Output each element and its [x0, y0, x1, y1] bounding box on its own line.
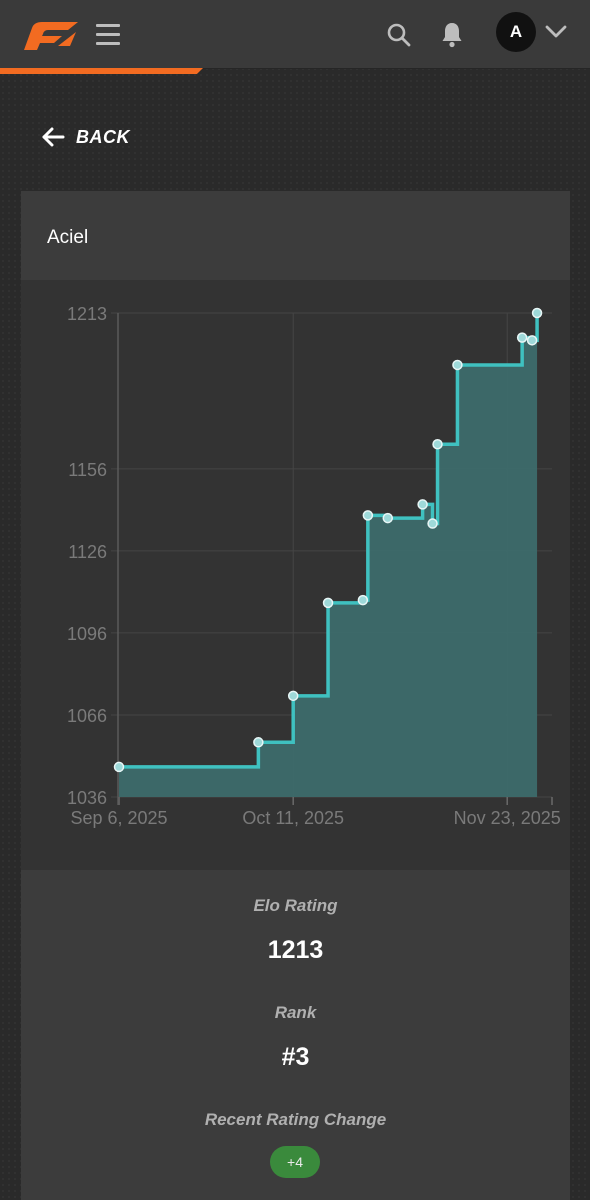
chart-area-fill: [119, 313, 538, 797]
chart-y-tick-label: 1126: [68, 542, 107, 562]
player-header-card: Aciel: [21, 191, 570, 280]
user-avatar-button[interactable]: A: [496, 12, 536, 52]
chart-data-point: [113, 761, 125, 773]
chart-data-point: [362, 510, 374, 521]
chart-data-point: [357, 594, 369, 606]
arrow-left-icon: [42, 127, 65, 147]
chart-data-point: [516, 332, 528, 343]
recent-change-label: Recent Rating Change: [204, 1110, 387, 1129]
rank-value: #3: [281, 1043, 310, 1071]
elo-history-chart: 1036 1066 1096 1126 1156 1213 Sep 6, 2025 Oct 1…: [21, 280, 570, 870]
chart-y-tick-label: 1066: [67, 706, 107, 726]
chart-data-point: [253, 737, 264, 748]
hamburger-menu-icon[interactable]: [96, 24, 120, 46]
back-label: BACK: [76, 126, 130, 147]
chart-y-tick-label: 1156: [68, 460, 107, 480]
rank-label: Rank: [274, 1003, 317, 1022]
chart-x-tick-label: Nov 23, 2025: [454, 808, 561, 828]
chevron-down-icon[interactable]: [545, 24, 567, 40]
chart-y-tick-label: 1036: [67, 788, 107, 808]
chart-data-point: [526, 335, 538, 346]
search-icon[interactable]: [386, 22, 412, 48]
player-stats-card: Elo Rating 1213 Rank #3 Recent Rating Ch…: [21, 870, 570, 1200]
player-name: Aciel: [47, 227, 89, 248]
chart-data-point: [322, 597, 334, 609]
chart-data-point: [287, 690, 299, 702]
chart-x-tick-label: Oct 11, 2025: [242, 808, 344, 828]
chart-series-line: [119, 313, 539, 769]
chart-data-point: [432, 439, 443, 450]
top-navigation-bar: A: [0, 0, 590, 69]
notification-bell-icon[interactable]: [440, 20, 464, 48]
chart-data-point: [417, 499, 428, 510]
brand-logo-icon[interactable]: [18, 16, 82, 56]
chart-data-point: [427, 518, 438, 529]
back-button[interactable]: BACK: [40, 122, 130, 152]
chart-y-tick-label: 1213: [67, 304, 107, 324]
chart-x-tick-label: Sep 6, 2025: [70, 808, 167, 828]
chart-data-point: [452, 359, 463, 371]
chart-data-point: [531, 307, 543, 319]
chart-data-point: [382, 512, 394, 524]
chart-y-tick-label: 1096: [67, 624, 107, 644]
elo-rating-label: Elo Rating: [253, 896, 338, 915]
recent-change-badge: +4: [270, 1146, 320, 1178]
header-accent-stripe: [0, 68, 203, 74]
elo-rating-value: 1213: [267, 936, 324, 964]
elo-chart-canvas: 1036 1066 1096 1126 1156 1213 Sep 6, 2025 Oct 1…: [67, 304, 561, 828]
